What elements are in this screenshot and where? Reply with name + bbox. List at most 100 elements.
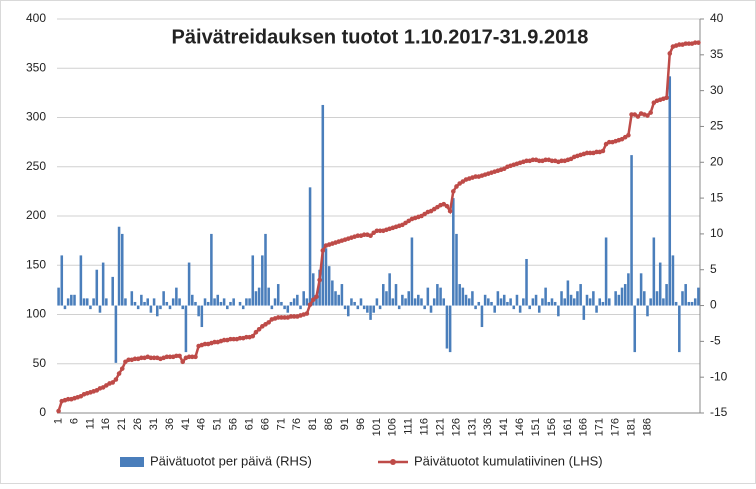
bar [299, 305, 302, 310]
bar [120, 233, 124, 306]
x-tick-label: 81 [307, 418, 319, 430]
y2-tick-label: 35 [710, 47, 724, 61]
bar [66, 298, 70, 306]
bar [261, 255, 264, 306]
bar [544, 287, 547, 306]
bar [534, 294, 538, 306]
bar [394, 284, 398, 306]
bar [385, 291, 388, 306]
line-marker [368, 233, 373, 238]
bar [432, 298, 436, 306]
line-marker [594, 149, 599, 155]
bar [690, 301, 694, 306]
y2-tick-label: 10 [710, 226, 724, 240]
bar [382, 284, 385, 306]
bar [340, 284, 344, 306]
bar [280, 301, 283, 306]
bar [372, 305, 375, 313]
bar [537, 305, 541, 313]
bar [187, 262, 191, 306]
x-tick-label: 111 [403, 418, 415, 435]
bar [70, 294, 73, 306]
x-tick-label: 136 [482, 418, 494, 436]
line-marker [119, 366, 125, 371]
y-tick-label: 150 [26, 257, 46, 271]
bar [257, 287, 261, 306]
legend-swatch [120, 457, 144, 467]
bar [439, 287, 442, 306]
bar [264, 233, 267, 306]
bar [241, 305, 245, 310]
x-tick-label: 126 [450, 418, 462, 436]
x-tick-label: 31 [148, 418, 160, 430]
line-marker [116, 371, 122, 376]
bar [687, 301, 691, 306]
line-marker [202, 341, 208, 347]
line-marker [266, 320, 271, 325]
bar [646, 305, 649, 317]
bar [627, 273, 630, 306]
bar [490, 301, 493, 306]
bar [289, 301, 293, 306]
bar [89, 305, 92, 310]
y2-tick-label: 15 [710, 190, 724, 204]
line-marker [361, 232, 367, 238]
line-marker [317, 277, 322, 283]
bar [350, 298, 353, 306]
line-marker [454, 184, 459, 189]
bar [477, 301, 481, 306]
bar [251, 255, 255, 306]
bar [222, 298, 226, 306]
line-marker [536, 158, 542, 164]
y2-tick-label: -15 [710, 405, 728, 419]
bar [407, 291, 411, 306]
bar [668, 76, 672, 306]
line-marker [524, 158, 529, 164]
y-tick-label: 300 [26, 110, 46, 124]
legend-label: Päivätuotot kumulatiivinen (LHS) [414, 453, 603, 468]
x-tick-label: 61 [243, 418, 255, 430]
bar [321, 104, 325, 306]
bar [404, 298, 407, 306]
y2-tick-label: -5 [710, 334, 721, 348]
x-tick-label: 96 [355, 418, 367, 430]
line-marker [291, 314, 297, 319]
bar [155, 305, 159, 317]
bar [337, 294, 340, 306]
bar [413, 298, 417, 306]
bar [525, 258, 528, 306]
x-tick-label: 186 [641, 418, 653, 436]
line-marker [139, 355, 144, 361]
bar [162, 291, 165, 306]
bar [302, 291, 305, 306]
line-marker [282, 315, 287, 320]
bar [585, 294, 589, 306]
bar [95, 269, 99, 306]
bar [391, 298, 395, 306]
bar [464, 294, 468, 306]
bar [111, 276, 114, 306]
bar [324, 248, 328, 306]
line-marker [193, 354, 198, 360]
bar [423, 305, 426, 310]
line-marker [164, 354, 170, 360]
bar [369, 305, 372, 320]
bar [588, 298, 592, 306]
bar [448, 305, 452, 353]
bar [480, 305, 484, 328]
y2-tick-label: -10 [710, 369, 728, 383]
bar [136, 305, 140, 310]
line-marker [126, 357, 131, 363]
y-tick-label: 400 [26, 11, 46, 25]
bar [98, 305, 102, 313]
bar [461, 287, 465, 306]
bar [353, 301, 356, 306]
bar [197, 305, 200, 317]
bar [541, 298, 544, 306]
line-marker [686, 41, 692, 46]
bar [410, 237, 414, 306]
line-marker [113, 377, 119, 382]
y-tick-label: 200 [26, 208, 46, 222]
x-tick-label: 101 [371, 418, 383, 436]
